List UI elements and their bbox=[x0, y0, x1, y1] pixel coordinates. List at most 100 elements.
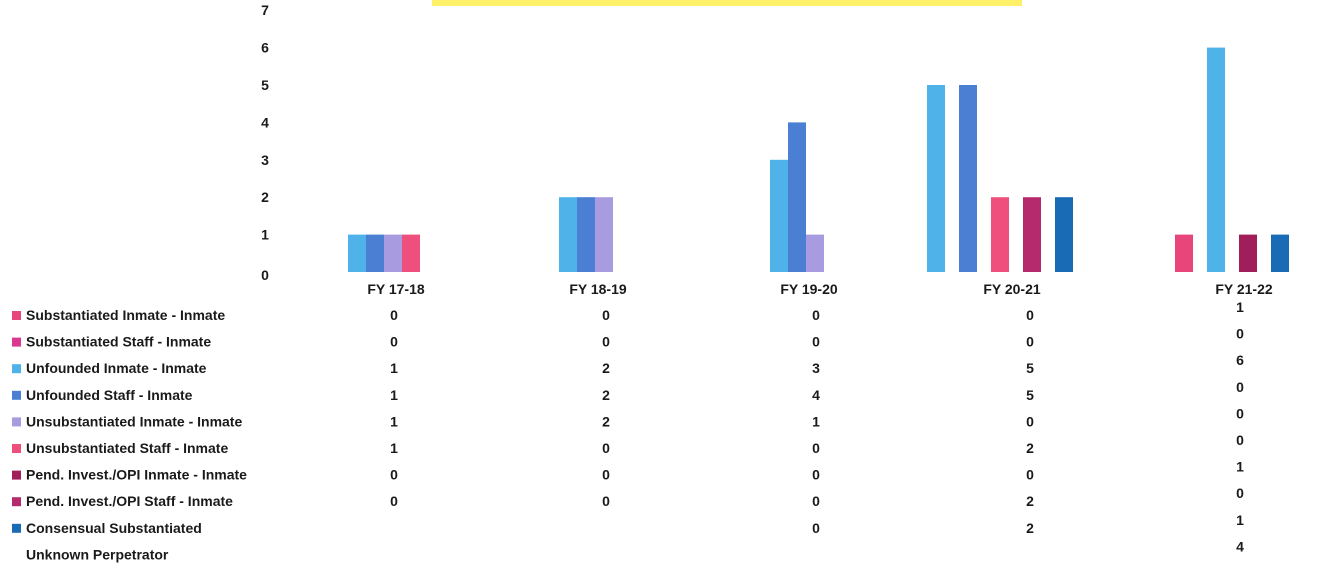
legend-label: Unsubstantiated Staff - Inmate bbox=[26, 440, 228, 456]
y-axis: 0 1 2 3 4 5 6 7 bbox=[261, 2, 269, 283]
legend-label: Pend. Invest./OPI Staff - Inmate bbox=[26, 493, 233, 509]
category-label: FY 21-22 bbox=[1215, 281, 1273, 297]
bar-unfounded-inmate-inmate-fy-19-20 bbox=[770, 159, 788, 272]
legend-swatch bbox=[12, 390, 21, 400]
table-cell-value: 0 bbox=[812, 467, 820, 483]
table-cell-value: 1 bbox=[812, 413, 820, 429]
legend-table: Substantiated Inmate - Inmate Substantiat… bbox=[12, 307, 247, 562]
table-cell-value: 1 bbox=[390, 360, 398, 376]
table-cell-value: 0 bbox=[1236, 379, 1244, 395]
table-cell-value: 0 bbox=[390, 493, 398, 509]
table-cell-value: 4 bbox=[1236, 538, 1244, 554]
table-cell-value: 0 bbox=[390, 334, 398, 350]
table-cell-value: 0 bbox=[1236, 326, 1244, 342]
table-cell-value: 2 bbox=[602, 413, 610, 429]
table-cell-value: 0 bbox=[1236, 405, 1244, 421]
table-cell-value: 1 bbox=[1236, 459, 1244, 475]
x-axis: FY 17-18 FY 18-19 FY 19-20 FY 20-21 FY 21-22 bbox=[367, 281, 1273, 297]
bar-unfounded-staff-inmate-fy-18-19 bbox=[577, 197, 595, 272]
table-cell-value: 0 bbox=[602, 467, 610, 483]
bars bbox=[348, 47, 1289, 273]
table-cell-value: 0 bbox=[812, 493, 820, 509]
table-cell-value: 0 bbox=[1026, 413, 1034, 429]
table-cell-value: 0 bbox=[1236, 432, 1244, 448]
y-tick-label: 6 bbox=[261, 40, 269, 56]
data-table: 0 0 0 0 1 0 0 0 0 0 1 2 3 5 6 1 2 4 5 0 1 2 1 0 0 1 0 0 2 0 0 0 0 0 1 0 0 0 2 0… bbox=[390, 299, 1244, 554]
table-cell-value: 0 bbox=[1026, 307, 1034, 323]
legend-label: Substantiated Staff - Inmate bbox=[26, 334, 211, 350]
bar-unsubstantiated-staff-inmate-fy-20-21 bbox=[991, 197, 1009, 272]
table-cell-value: 0 bbox=[1026, 334, 1034, 350]
title-highlight bbox=[432, 0, 1022, 6]
table-cell-value: 0 bbox=[812, 440, 820, 456]
bar-unsubstantiated-inmate-inmate-fy-19-20 bbox=[806, 234, 824, 272]
bar-unsubstantiated-staff-inmate-fy-17-18 bbox=[402, 234, 420, 272]
y-tick-label: 3 bbox=[261, 152, 269, 168]
table-cell-value: 0 bbox=[812, 520, 820, 536]
table-cell-value: 0 bbox=[812, 334, 820, 350]
table-cell-value: 2 bbox=[1026, 440, 1034, 456]
category-label: FY 20-21 bbox=[983, 281, 1041, 297]
legend-label: Unfounded Staff - Inmate bbox=[26, 387, 193, 403]
table-cell-value: 1 bbox=[390, 440, 398, 456]
table-cell-value: 0 bbox=[390, 467, 398, 483]
category-label: FY 18-19 bbox=[569, 281, 627, 297]
table-cell-value: 6 bbox=[1236, 352, 1244, 368]
table-cell-value: 1 bbox=[1236, 512, 1244, 528]
table-cell-value: 0 bbox=[602, 493, 610, 509]
table-cell-value: 0 bbox=[602, 440, 610, 456]
legend-swatch bbox=[12, 337, 21, 347]
bar-unfounded-inmate-inmate-fy-18-19 bbox=[559, 197, 577, 272]
legend-swatch bbox=[12, 470, 21, 480]
legend-label: Pend. Invest./OPI Inmate - Inmate bbox=[26, 467, 247, 483]
table-cell-value: 0 bbox=[1026, 467, 1034, 483]
bar-pend-invest-opi-inmate-inmate-fy-21-22 bbox=[1239, 234, 1257, 272]
table-cell-value: 4 bbox=[812, 387, 820, 403]
bar-unsubstantiated-inmate-inmate-fy-18-19 bbox=[595, 197, 613, 272]
y-tick-label: 0 bbox=[261, 267, 269, 283]
table-cell-value: 2 bbox=[1026, 493, 1034, 509]
bar-pend-invest-opi-staff-inmate-fy-20-21 bbox=[1023, 197, 1041, 272]
bar-unfounded-inmate-inmate-fy-20-21 bbox=[927, 85, 945, 272]
y-tick-label: 2 bbox=[261, 189, 269, 205]
legend-label: Substantiated Inmate - Inmate bbox=[26, 307, 225, 323]
bar-consensual-substantiated-fy-21-22 bbox=[1271, 234, 1289, 272]
category-label: FY 17-18 bbox=[367, 281, 425, 297]
table-cell-value: 0 bbox=[812, 307, 820, 323]
table-cell-value: 0 bbox=[1236, 485, 1244, 501]
legend-label: Unknown Perpetrator bbox=[26, 546, 169, 562]
legend-label: Unsubstantiated Inmate - Inmate bbox=[26, 413, 242, 429]
legend-swatch bbox=[12, 417, 21, 427]
bar-unfounded-inmate-inmate-fy-17-18 bbox=[348, 234, 366, 272]
bar-consensual-substantiated-fy-20-21 bbox=[1055, 197, 1073, 272]
legend-label: Consensual Substantiated bbox=[26, 520, 202, 536]
y-tick-label: 1 bbox=[261, 227, 269, 243]
bar-unfounded-staff-inmate-fy-19-20 bbox=[788, 122, 806, 273]
y-tick-label: 5 bbox=[261, 77, 269, 93]
table-cell-value: 2 bbox=[602, 387, 610, 403]
table-cell-value: 5 bbox=[1026, 360, 1034, 376]
legend-swatch bbox=[12, 497, 21, 507]
category-label: FY 19-20 bbox=[780, 281, 838, 297]
table-cell-value: 5 bbox=[1026, 387, 1034, 403]
table-cell-value: 0 bbox=[390, 307, 398, 323]
table-cell-value: 2 bbox=[602, 360, 610, 376]
bar-unfounded-staff-inmate-fy-17-18 bbox=[366, 234, 384, 272]
bar-unfounded-staff-inmate-fy-20-21 bbox=[959, 85, 977, 272]
legend-swatch bbox=[12, 364, 21, 374]
table-cell-value: 3 bbox=[812, 360, 820, 376]
table-cell-value: 0 bbox=[602, 307, 610, 323]
table-cell-value: 1 bbox=[390, 413, 398, 429]
bar-unsubstantiated-inmate-inmate-fy-17-18 bbox=[384, 234, 402, 272]
bar-substantiated-inmate-inmate-fy-21-22 bbox=[1175, 234, 1193, 272]
y-tick-label: 7 bbox=[261, 2, 269, 18]
table-cell-value: 0 bbox=[602, 334, 610, 350]
table-cell-value: 1 bbox=[390, 387, 398, 403]
table-cell-value: 1 bbox=[1236, 299, 1244, 315]
table-cell-value: 2 bbox=[1026, 520, 1034, 536]
legend-swatch bbox=[12, 523, 21, 533]
bar-unfounded-inmate-inmate-fy-21-22 bbox=[1207, 47, 1225, 272]
legend-label: Unfounded Inmate - Inmate bbox=[26, 360, 207, 376]
legend-swatch bbox=[12, 311, 21, 320]
